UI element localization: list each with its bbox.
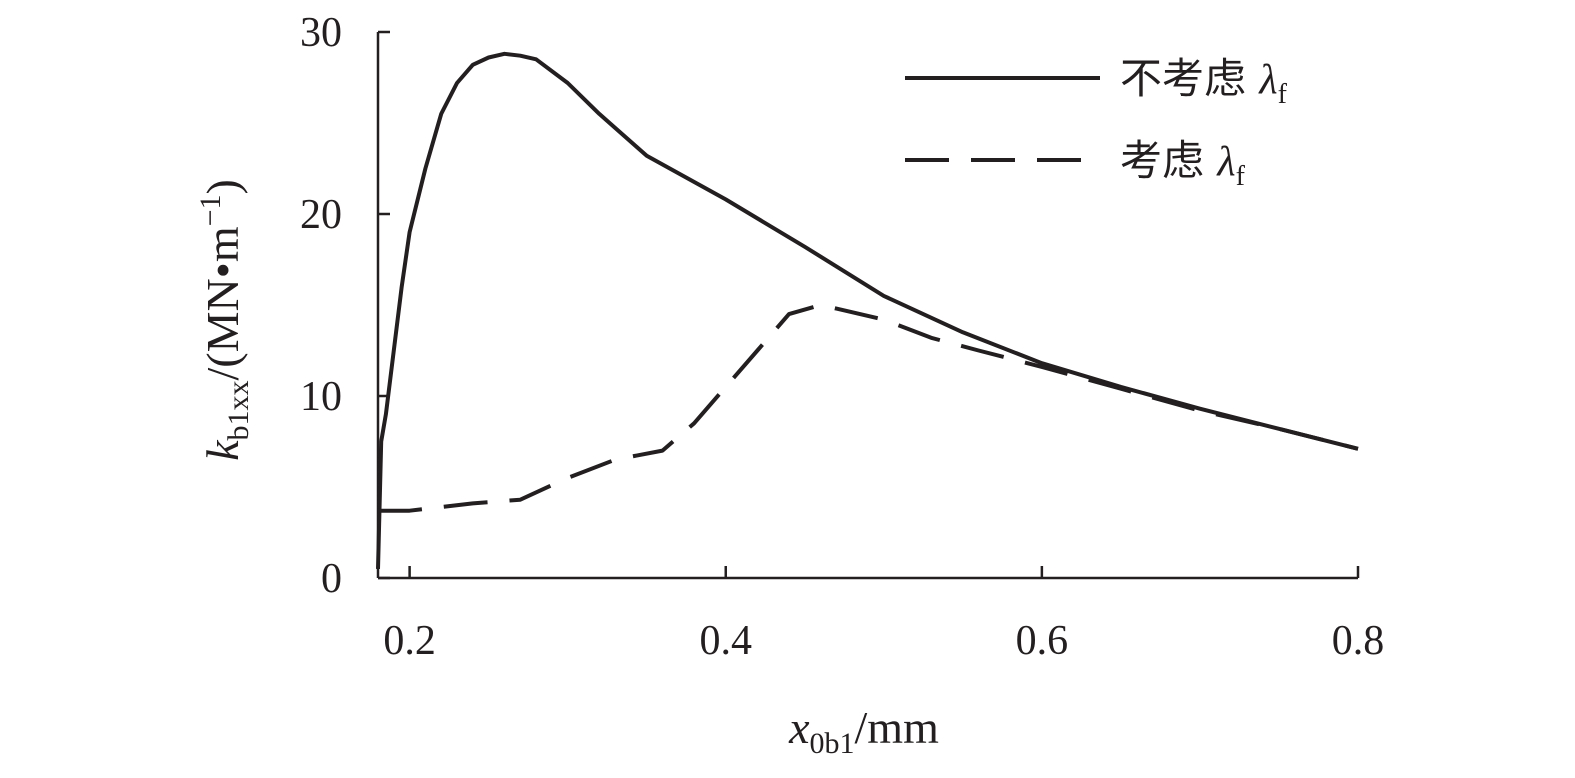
legend-label-solid-sub: f xyxy=(1278,79,1288,110)
y-title-unit: /(MN•m xyxy=(197,226,248,380)
x-tick-label: 0.2 xyxy=(383,618,436,664)
y-title-sup: −1 xyxy=(194,194,227,226)
x-tick-label: 0.4 xyxy=(699,618,752,664)
legend: 不考虑 λf 考虑 λf xyxy=(905,54,1288,192)
series-line-dashed xyxy=(378,303,1359,513)
y-ticks: 0 10 20 30 xyxy=(300,10,390,602)
legend-label-dashed-text: 考虑 xyxy=(1120,136,1217,185)
y-tick-label: 30 xyxy=(300,10,342,56)
x-tick-label: 0.8 xyxy=(1332,618,1385,664)
y-axis-title: kb1xx/(MN•m−1) xyxy=(194,179,255,461)
y-title-main: k xyxy=(197,439,248,461)
legend-label-solid-sym: λ xyxy=(1257,57,1277,103)
x-tick-label: 0.6 xyxy=(1016,618,1069,664)
legend-label-dashed-sub: f xyxy=(1236,161,1246,192)
legend-item-dashed: 考虑 λf xyxy=(905,136,1246,192)
y-tick-label: 10 xyxy=(300,374,342,420)
plot-area: 0 10 20 30 0.2 0.4 0.6 0.8 xyxy=(300,10,1384,664)
legend-item-solid: 不考虑 λf xyxy=(905,54,1288,110)
x-title-sub: 0b1 xyxy=(810,727,855,760)
x-axis-title: x0b1/mm xyxy=(788,702,939,760)
x-title-unit: /mm xyxy=(855,702,940,753)
y-tick-label: 0 xyxy=(321,556,342,602)
legend-label-dashed: 考虑 λf xyxy=(1120,136,1246,192)
y-title-sub: b1xx xyxy=(222,380,255,440)
x-title-main: x xyxy=(788,702,810,753)
legend-label-solid: 不考虑 λf xyxy=(1120,54,1288,110)
x-ticks: 0.2 0.4 0.6 0.8 xyxy=(383,566,1384,664)
series-group xyxy=(376,51,1359,569)
legend-label-solid-text: 不考虑 xyxy=(1120,54,1259,103)
legend-label-dashed-sym: λ xyxy=(1215,139,1235,185)
series-line-solid xyxy=(376,51,1359,569)
y-title-close: ) xyxy=(197,179,248,194)
y-tick-label: 20 xyxy=(300,192,342,238)
